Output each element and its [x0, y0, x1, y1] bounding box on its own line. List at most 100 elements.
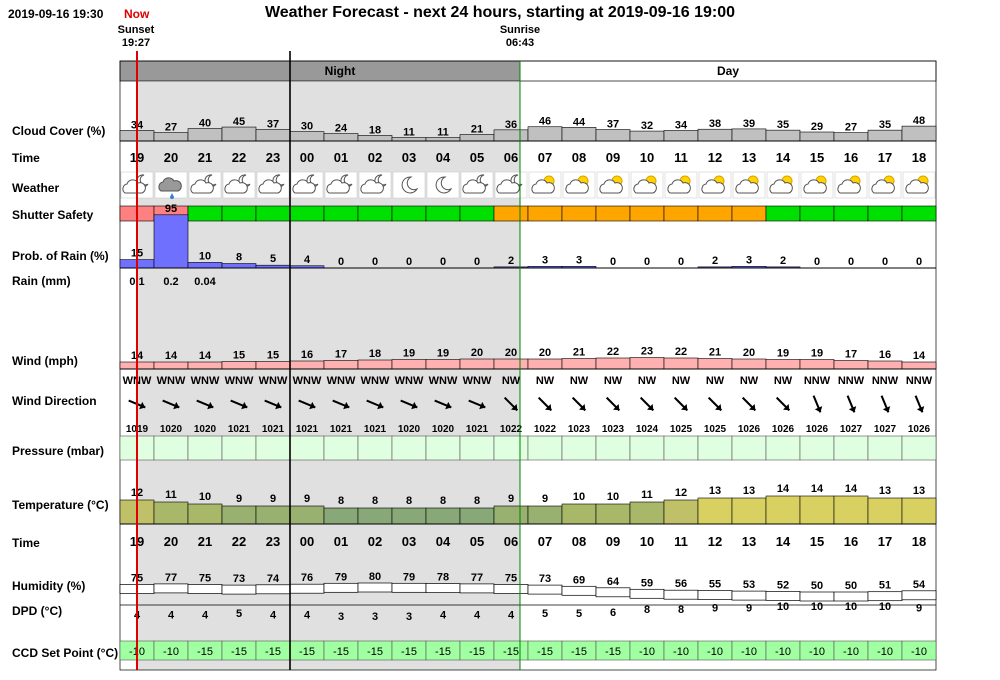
wind-arrowhead-icon [207, 401, 214, 410]
dpd-value: 6 [610, 607, 616, 619]
humidity-value: 50 [845, 580, 857, 592]
cloud-bar [901, 125, 937, 142]
shutter-cell [255, 205, 291, 222]
hour-label: 21 [198, 150, 212, 165]
cloud-value: 36 [505, 119, 517, 131]
hour-label: 10 [640, 150, 654, 165]
temperature-value: 8 [338, 495, 344, 507]
dpd-value: 8 [644, 604, 650, 616]
humidity-bar [289, 583, 325, 594]
wind-value: 21 [573, 347, 585, 359]
cloud-value: 44 [573, 116, 586, 128]
rain-probability-value: 0 [474, 256, 480, 268]
pressure-value: 1020 [432, 424, 455, 435]
cloud-bar [561, 127, 597, 142]
rain-probability-value: 0 [882, 256, 888, 268]
cloud-value: 37 [607, 119, 619, 131]
wind-arrowhead-icon [749, 404, 756, 411]
wind-arrowhead-icon [848, 406, 857, 413]
wind-bar [425, 359, 461, 370]
wind-bar [765, 359, 801, 370]
dpd-value: 9 [746, 603, 752, 615]
wind-direction-label: WNW [361, 375, 390, 387]
hour-label: 20 [164, 150, 178, 165]
weather-cell [426, 171, 460, 199]
humidity-bar [697, 590, 733, 600]
humidity-value: 50 [811, 580, 823, 592]
humidity-value: 51 [879, 580, 891, 592]
shutter-cell [527, 205, 563, 222]
wind-direction-label: NW [774, 375, 793, 387]
temperature-value: 10 [199, 491, 211, 503]
wind-value: 23 [641, 346, 653, 358]
temperature-bar [799, 495, 835, 525]
pressure-value: 1027 [840, 424, 863, 435]
cloud-bar [595, 129, 631, 142]
pressure-bar [629, 435, 665, 461]
rain-probability-value: 0 [372, 256, 378, 268]
humidity-value: 74 [267, 573, 280, 585]
humidity-bar [867, 591, 903, 602]
hour-label-bottom: 13 [742, 534, 756, 549]
humidity-value: 73 [233, 573, 245, 585]
temperature-bar [527, 505, 563, 525]
cloud-bar [731, 128, 767, 142]
hour-label: 15 [810, 150, 824, 165]
ccd-value: -15 [231, 646, 247, 658]
temperature-value: 13 [709, 485, 721, 497]
wind-arrowhead-icon [579, 404, 586, 411]
temperature-value: 13 [879, 485, 891, 497]
rain-probability-value: 4 [304, 254, 311, 266]
wind-bar [357, 359, 393, 370]
moon-icon [435, 176, 453, 194]
rain-probability-value: 0 [338, 256, 344, 268]
ccd-value: -10 [775, 646, 791, 658]
temperature-bar [629, 501, 665, 525]
temperature-value: 14 [811, 483, 824, 495]
humidity-bar [357, 582, 393, 593]
wind-arrowhead-icon [814, 406, 823, 413]
pressure-value: 1025 [704, 424, 727, 435]
hour-label: 12 [708, 150, 722, 165]
humidity-value: 55 [709, 579, 721, 591]
humidity-value: 54 [913, 579, 926, 591]
temperature-value: 14 [777, 483, 790, 495]
cloud-value: 29 [811, 121, 823, 133]
partly-sunny-icon [905, 175, 929, 194]
temperature-bar [493, 505, 529, 525]
rain-mm-value: 0.2 [163, 276, 178, 288]
now-label: Now [124, 7, 150, 21]
temperature-bar [459, 507, 495, 525]
humidity-value: 52 [777, 579, 789, 591]
cloud-value: 11 [437, 127, 449, 139]
dpd-value: 3 [338, 611, 344, 623]
rain-probability-value: 2 [712, 255, 718, 267]
hour-label: 04 [436, 150, 451, 165]
temperature-value: 11 [165, 489, 177, 501]
dpd-value: 10 [777, 601, 789, 613]
wind-direction-label: NNW [804, 375, 831, 387]
dpd-value: 10 [845, 601, 857, 613]
dpd-value: 9 [712, 603, 718, 615]
wind-bar [833, 360, 869, 370]
label-pressure: Pressure (mbar) [12, 444, 105, 458]
wind-bar [901, 361, 937, 370]
pressure-bar [833, 435, 869, 461]
temperature-value: 9 [508, 493, 514, 505]
cloud-bar [323, 133, 359, 142]
cloud-value: 40 [199, 118, 211, 130]
ccd-value: -15 [265, 646, 281, 658]
temperature-bar [731, 497, 767, 525]
wind-arrowhead-icon [783, 404, 790, 411]
rain-probability-value: 95 [165, 203, 177, 215]
pressure-bar [867, 435, 903, 461]
humidity-value: 77 [471, 572, 483, 584]
wind-direction-label: NNW [872, 375, 899, 387]
ccd-value: -10 [741, 646, 757, 658]
pressure-value: 1020 [160, 424, 183, 435]
shutter-cell [663, 205, 699, 222]
wind-value: 20 [471, 347, 483, 359]
pressure-bar [391, 435, 427, 461]
shutter-cell [289, 205, 325, 222]
wind-value: 21 [709, 347, 721, 359]
